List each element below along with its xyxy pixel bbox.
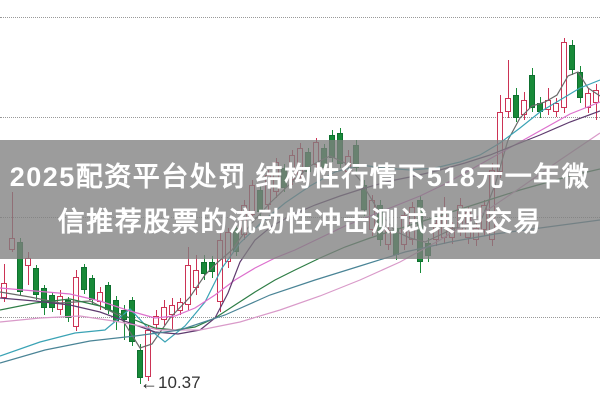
candle-up — [161, 307, 167, 320]
candle-up — [505, 98, 511, 112]
left-arrow-icon: ← — [140, 373, 158, 393]
candle-up — [185, 265, 191, 305]
candle-up — [153, 316, 159, 325]
candle-up — [1, 283, 7, 298]
candle-up — [561, 42, 567, 108]
candle-wick — [508, 60, 509, 118]
candle-down — [569, 45, 575, 70]
candle-down — [129, 300, 135, 342]
candle-down — [209, 262, 215, 272]
candle-down — [513, 95, 519, 118]
candle-up — [593, 90, 599, 103]
candle-down — [65, 300, 71, 318]
headline-line-1: 2025配资平台处罚 结构性行情下518元一年微 — [9, 161, 591, 192]
candle-down — [81, 267, 87, 290]
gridline — [0, 317, 600, 318]
candle-up — [585, 93, 591, 108]
candle-up — [145, 330, 151, 377]
candle-down — [137, 350, 143, 378]
price-low-annotation: ← 10.37 — [140, 373, 201, 393]
gridline — [0, 17, 600, 18]
candle-wick — [28, 252, 29, 285]
candle-down — [577, 72, 583, 98]
candle-down — [33, 268, 39, 295]
price-low-value: 10.37 — [158, 373, 201, 392]
candle-up — [177, 302, 183, 311]
candle-down — [201, 262, 207, 274]
headline-overlay-band: 2025配资平台处罚 结构性行情下518元一年微 信推荐股票的流动性冲击测试典型… — [0, 140, 600, 259]
headline-line-2: 信推荐股票的流动性冲击测试典型交易 — [57, 207, 543, 237]
candle-up — [169, 305, 175, 315]
candle-up — [553, 103, 559, 112]
candle-down — [529, 75, 535, 108]
candle-down — [41, 288, 47, 308]
gridline — [0, 117, 600, 118]
